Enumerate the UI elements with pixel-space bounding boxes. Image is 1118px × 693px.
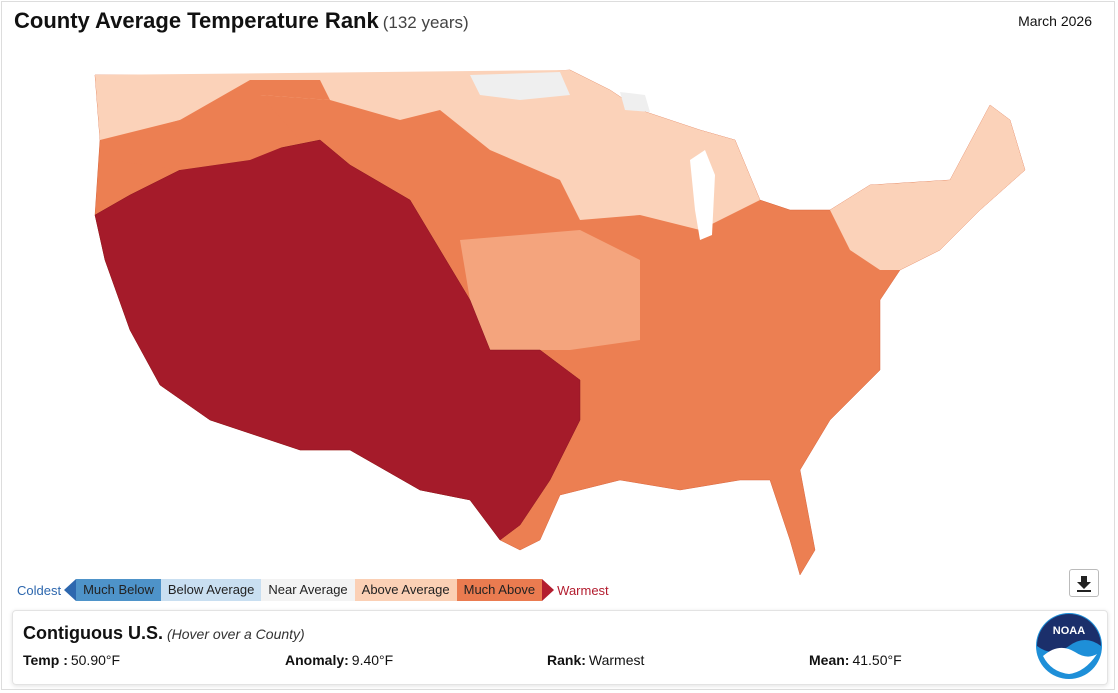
region-above-average-northeast[interactable] bbox=[830, 105, 1025, 270]
legend-class[interactable]: Much Above bbox=[456, 579, 543, 601]
field-label: Anomaly: bbox=[285, 652, 349, 668]
field-label: Mean: bbox=[809, 652, 850, 668]
date: March 2026 bbox=[1018, 13, 1092, 29]
legend: Coldest Much Below Below Average Near Av… bbox=[14, 579, 612, 601]
info-hint: (Hover over a County) bbox=[166, 626, 305, 642]
field-label: Temp : bbox=[23, 652, 68, 668]
info-field: Anomaly: 9.40°F bbox=[285, 652, 393, 668]
info-field: Temp :50.90°F bbox=[23, 652, 120, 668]
title: County Average Temperature Rank bbox=[14, 8, 379, 33]
region-above-average-plains[interactable] bbox=[460, 230, 640, 350]
download-icon bbox=[1077, 576, 1091, 592]
info-heading: Contiguous U.S. (Hover over a County) bbox=[23, 623, 305, 644]
legend-arrow-high bbox=[542, 579, 555, 601]
legend-class[interactable]: Near Average bbox=[261, 579, 355, 601]
info-panel: Contiguous U.S. (Hover over a County) Tem… bbox=[12, 610, 1108, 685]
region-near-average[interactable] bbox=[470, 72, 570, 100]
field-value: 50.90°F bbox=[70, 652, 121, 668]
field-value: Warmest bbox=[588, 652, 645, 668]
region-much-above-north[interactable] bbox=[110, 80, 330, 170]
legend-class[interactable]: Much Below bbox=[76, 579, 161, 601]
map bbox=[94, 69, 1026, 576]
legend-high: Warmest bbox=[557, 582, 609, 598]
legend-arrow-low bbox=[64, 579, 77, 601]
region-above-average-north[interactable] bbox=[95, 70, 760, 230]
field-label: Rank: bbox=[547, 652, 586, 668]
logo-text: NOAA bbox=[1053, 625, 1085, 637]
field-value: 41.50°F bbox=[852, 652, 902, 668]
field-value: 9.40°F bbox=[351, 652, 394, 668]
info-title: Contiguous U.S. bbox=[23, 623, 163, 643]
info-field: Rank: Warmest bbox=[547, 652, 644, 668]
lake-michigan bbox=[690, 150, 715, 240]
info-field: Mean: 41.50°F bbox=[809, 652, 902, 668]
legend-low: Coldest bbox=[17, 582, 62, 598]
region-near-average-mn[interactable] bbox=[620, 92, 650, 112]
legend-class[interactable]: Above Average bbox=[354, 579, 457, 601]
download-button[interactable] bbox=[1069, 569, 1099, 597]
title-block: County Average Temperature Rank (132 year… bbox=[14, 8, 469, 34]
legend-class[interactable]: Below Average bbox=[160, 579, 262, 601]
subtitle: (132 years) bbox=[382, 13, 469, 32]
noaa-logo: NOAA bbox=[1036, 613, 1102, 679]
